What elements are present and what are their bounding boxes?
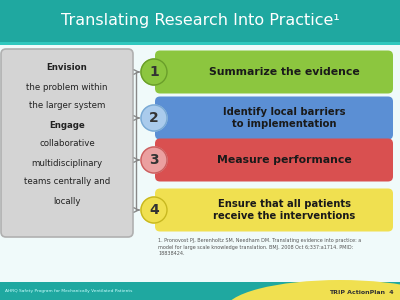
Bar [0,45,400,282]
FancyBboxPatch shape [155,97,393,140]
FancyBboxPatch shape [155,188,393,232]
Text: Identify local barriers
to implementation: Identify local barriers to implementatio… [223,107,345,129]
Text: Measure performance: Measure performance [217,155,351,165]
Text: multidisciplinary: multidisciplinary [32,158,102,167]
Circle shape [141,59,167,85]
Text: locally: locally [53,196,81,206]
Text: Summarize the evidence: Summarize the evidence [209,67,359,77]
Text: 1. Pronovost PJ, Berenholtz SM, Needham DM. Translating evidence into practice: : 1. Pronovost PJ, Berenholtz SM, Needham … [158,238,361,256]
FancyBboxPatch shape [155,139,393,182]
Text: Envision: Envision [47,64,87,73]
Text: Ensure that all patients
receive the interventions: Ensure that all patients receive the int… [213,199,355,221]
Text: the larger system: the larger system [29,101,105,110]
Circle shape [141,105,167,131]
Text: 3: 3 [149,153,159,167]
Circle shape [141,197,167,223]
Ellipse shape [225,280,400,300]
Text: 4: 4 [149,203,159,217]
Bar [0,42,400,45]
Text: collaborative: collaborative [39,140,95,148]
Text: AHRQ Safety Program for Mechanically Ventilated Patients: AHRQ Safety Program for Mechanically Ven… [5,289,132,293]
Circle shape [141,147,167,173]
Text: TRIP ActionPlan  4: TRIP ActionPlan 4 [329,290,394,296]
Text: teams centrally and: teams centrally and [24,178,110,187]
Text: Engage: Engage [49,121,85,130]
FancyBboxPatch shape [155,50,393,94]
FancyBboxPatch shape [1,49,133,237]
Text: Translating Research Into Practice¹: Translating Research Into Practice¹ [61,14,339,28]
Bar [0,282,400,300]
Bar [0,0,400,42]
Text: the problem within: the problem within [26,82,108,91]
Text: 1: 1 [149,65,159,79]
Text: 2: 2 [149,111,159,125]
